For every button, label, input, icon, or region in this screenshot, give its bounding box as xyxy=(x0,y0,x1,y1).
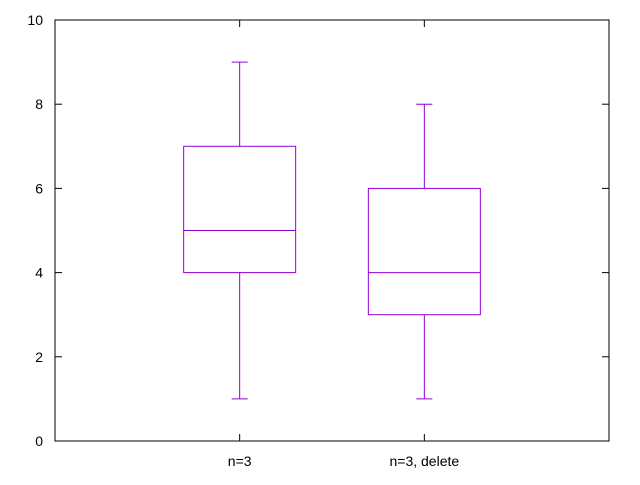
x-tick-label: n=3 xyxy=(228,453,252,469)
x-axis: n=3 n=3, delete xyxy=(228,20,459,469)
y-tick-label: 2 xyxy=(35,349,43,365)
boxes-group xyxy=(183,61,481,400)
box-iqr xyxy=(183,145,297,274)
y-tick-label: 4 xyxy=(35,265,43,281)
y-axis: 0 2 4 6 8 10 xyxy=(27,12,609,449)
y-tick-label: 0 xyxy=(35,433,43,449)
y-tick-label: 10 xyxy=(27,12,43,28)
box-iqr xyxy=(367,187,481,316)
plot-frame xyxy=(54,19,610,442)
box-1 xyxy=(183,61,297,400)
y-tick-label: 6 xyxy=(35,180,43,196)
y-tick-label: 8 xyxy=(35,96,43,112)
box-2 xyxy=(367,103,481,400)
x-tick-label: n=3, delete xyxy=(389,453,459,469)
